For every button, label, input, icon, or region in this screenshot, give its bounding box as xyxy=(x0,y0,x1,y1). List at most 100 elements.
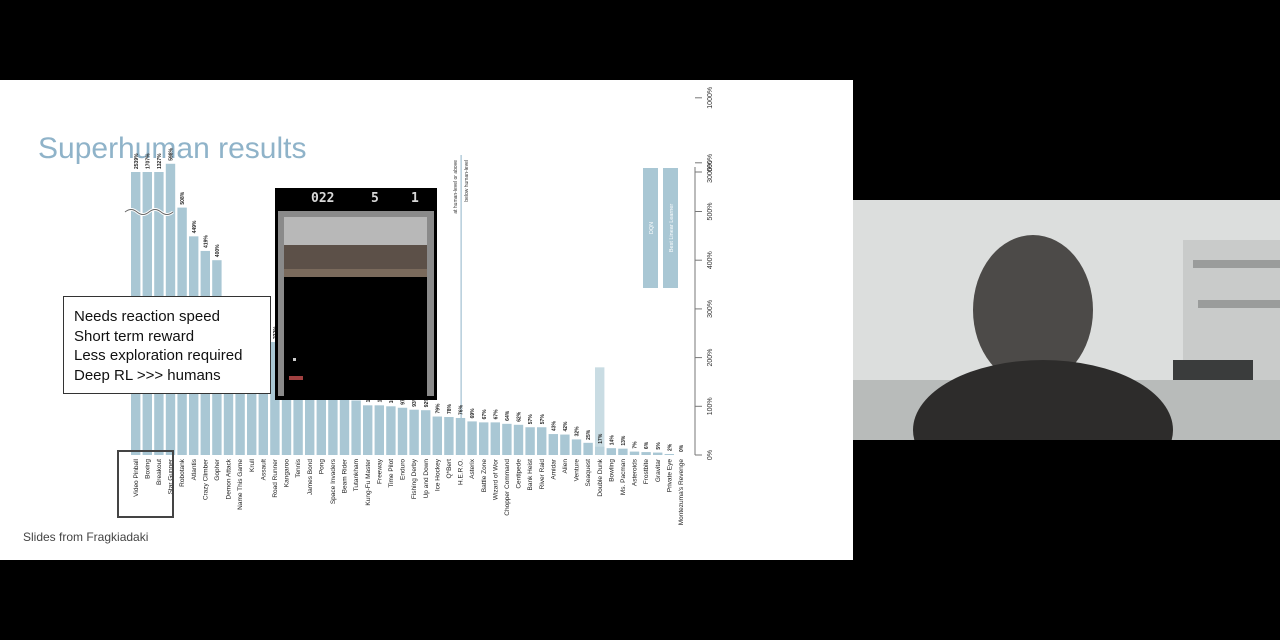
bar-dqn xyxy=(629,451,640,455)
bar-value-label: 508% xyxy=(180,191,186,204)
y-tick-label: 200% xyxy=(707,349,714,367)
bar-value-label: 67% xyxy=(493,409,499,420)
category-label: Pong xyxy=(318,459,325,475)
bar-dqn xyxy=(397,407,408,455)
callout-line: Needs reaction speed xyxy=(74,308,220,325)
annotation-above: at human-level or above xyxy=(453,160,459,214)
category-label: Breakout xyxy=(156,459,163,485)
bar-dqn xyxy=(560,434,570,455)
bar-dqn xyxy=(363,405,373,455)
game-paddle xyxy=(289,376,303,380)
y-tick-label: 500% xyxy=(707,203,714,221)
bar-value-label: 6% xyxy=(644,441,650,449)
bar-value-label: 7% xyxy=(633,441,639,449)
category-label: Freeway xyxy=(376,458,383,484)
category-label: Boxing xyxy=(144,459,151,479)
bar-dqn xyxy=(444,417,454,455)
bar-dqn xyxy=(432,416,442,455)
y-tick-label: 1000% xyxy=(707,87,714,109)
bar-value-label: 93% xyxy=(412,396,418,407)
category-label: Tutankham xyxy=(353,459,360,491)
bar-value-label: 14% xyxy=(609,435,615,446)
category-label: Tennis xyxy=(295,458,302,478)
category-label: Asterix xyxy=(469,458,476,479)
callout-line: Less exploration required xyxy=(74,347,243,364)
bar-value-label: 1707% xyxy=(145,153,151,169)
presentation-slide: Superhuman results 0% 100% 200% 300% 400% 500… xyxy=(0,80,853,560)
breakout-game-screenshot: 022 5 1 xyxy=(275,188,437,400)
bar-value-label: 32% xyxy=(575,426,581,437)
bar-dqn xyxy=(583,442,593,455)
category-label: Bank Heist xyxy=(527,459,534,491)
shelf xyxy=(1193,260,1280,268)
bar-dqn xyxy=(513,424,524,455)
highlight-box xyxy=(117,450,174,518)
game-bricks xyxy=(284,269,427,277)
game-brick-band xyxy=(284,245,427,269)
y-tick-label: 0% xyxy=(707,450,714,460)
bar-value-label: 400% xyxy=(215,244,221,257)
person-head xyxy=(973,235,1093,385)
slide-credit: Slides from Fragkiadaki xyxy=(23,530,149,544)
category-label: Venture xyxy=(574,459,581,482)
bar-value-label: 25% xyxy=(586,429,592,440)
bar-dqn xyxy=(339,397,350,455)
y-tick-label: 3000% xyxy=(707,161,714,183)
bar-value-label: 78% xyxy=(447,403,453,414)
callout-line: Short term reward xyxy=(74,327,195,345)
category-label: Enduro xyxy=(400,459,407,480)
category-label: River Raid xyxy=(539,459,546,490)
legend-swatch xyxy=(663,168,678,288)
bar-dqn xyxy=(525,427,535,455)
annotation-below: below human-level xyxy=(464,160,470,202)
bar-value-label: 64% xyxy=(505,410,511,421)
bar-dqn xyxy=(618,448,628,455)
category-label: Wizard of Wor xyxy=(492,458,499,500)
bar-dqn xyxy=(281,345,292,455)
bar-dqn xyxy=(293,385,303,455)
bar-dqn xyxy=(490,422,500,455)
callout-box: Needs reaction speed Short term reward L… xyxy=(63,296,271,394)
y-tick-label: 400% xyxy=(707,251,714,269)
category-label: Centipede xyxy=(516,459,523,489)
bar-value-label: 449% xyxy=(192,220,198,233)
bar-value-label: 57% xyxy=(528,414,534,425)
bar-value-label: 0% xyxy=(679,444,685,452)
bar-dqn xyxy=(537,427,547,455)
category-label: Kung-Fu Master xyxy=(365,458,372,505)
category-label: Amidar xyxy=(550,458,557,479)
bar-value-label: 76% xyxy=(459,404,465,415)
bar-value-label: 17% xyxy=(598,433,604,444)
category-label: Time Pilot xyxy=(388,459,395,488)
game-ball xyxy=(293,358,296,361)
game-top-wall xyxy=(278,211,434,217)
category-label: Double Dunk xyxy=(597,458,604,496)
y-tick-label: 600% xyxy=(707,154,714,172)
bar-linear xyxy=(595,367,605,455)
category-label: Bowling xyxy=(608,459,615,482)
category-label: Seaquest xyxy=(585,459,592,487)
slide-title: Superhuman results xyxy=(38,132,307,165)
person-body xyxy=(913,360,1173,440)
bar-dqn xyxy=(328,396,338,455)
bar-value-label: 1327% xyxy=(157,153,163,169)
bar-value-label: 62% xyxy=(517,411,523,422)
bar-dqn xyxy=(479,422,489,455)
category-label: Robotank xyxy=(179,458,186,487)
bar-dqn xyxy=(270,342,280,455)
category-label: Crazy Climber xyxy=(202,458,209,500)
score-left: 022 xyxy=(311,191,335,206)
category-label: Assault xyxy=(260,459,267,481)
bar-value-label: 419% xyxy=(203,235,209,248)
bar-value-label: 598% xyxy=(169,147,175,160)
category-label: Asteroids xyxy=(632,458,639,486)
webcam-video-feed xyxy=(853,200,1280,440)
category-label: Atlantis xyxy=(191,458,198,480)
category-label: Q*Bert xyxy=(446,459,453,479)
game-left-wall xyxy=(278,211,284,396)
score-mid: 5 xyxy=(371,191,379,206)
category-label: Road Runner xyxy=(272,458,279,497)
category-label: Beam Rider xyxy=(342,458,349,493)
bar-dqn xyxy=(374,405,384,455)
category-label: H.E.R.O. xyxy=(458,459,465,485)
